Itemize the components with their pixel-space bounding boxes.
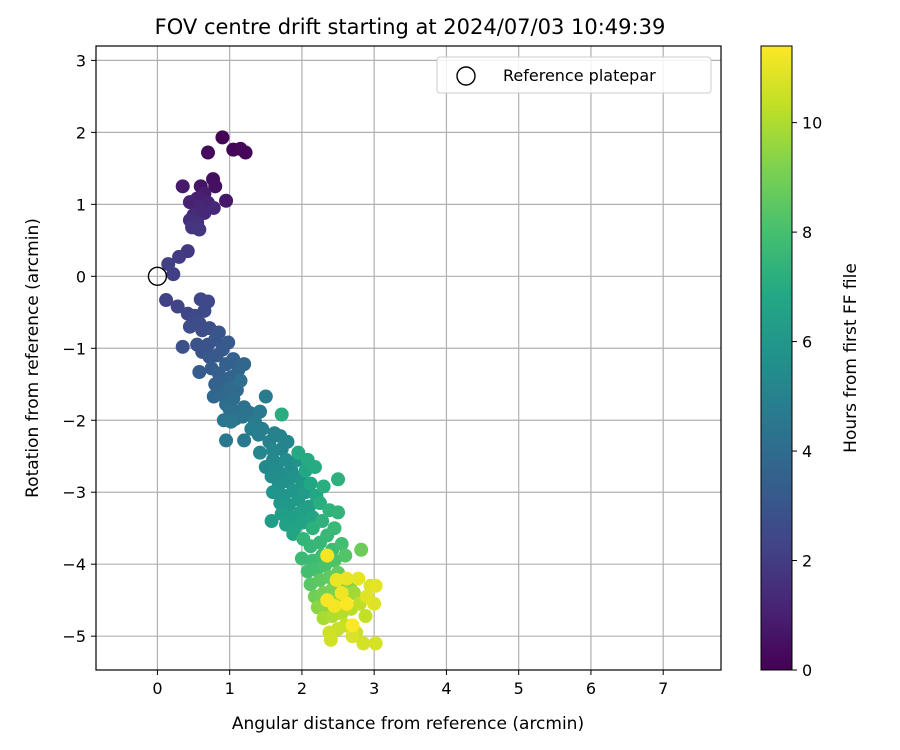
data-point: [258, 389, 273, 404]
x-tick-label: 1: [225, 679, 235, 698]
legend-label: Reference platepar: [503, 66, 656, 85]
legend-marker-icon: [456, 66, 476, 86]
data-point: [331, 472, 346, 487]
data-point: [172, 249, 187, 264]
data-point: [192, 365, 207, 380]
x-axis-label: Angular distance from reference (arcmin): [232, 714, 584, 734]
y-axis-label: Rotation from reference (arcmin): [23, 218, 43, 498]
x-tick-label: 7: [658, 679, 668, 698]
data-point: [323, 632, 338, 647]
data-point: [237, 357, 252, 372]
data-point: [320, 593, 335, 608]
data-point: [368, 578, 383, 593]
data-point: [334, 537, 349, 552]
data-point: [339, 596, 354, 611]
y-tick-label: 1: [76, 195, 86, 214]
data-point: [368, 636, 383, 651]
data-point: [197, 303, 212, 318]
colorbar-tick-label: 4: [802, 442, 812, 461]
y-tick-label: −2: [62, 411, 86, 430]
x-tick-label: 3: [369, 679, 379, 698]
data-point: [253, 445, 268, 460]
y-tick-label: −3: [62, 483, 86, 502]
data-point: [351, 571, 366, 586]
data-point: [329, 573, 344, 588]
data-point: [354, 542, 369, 557]
data-point: [345, 629, 360, 644]
data-point: [316, 479, 331, 494]
x-axis-ticks: 0 1 2 3 4 5 6 7: [152, 670, 668, 698]
y-tick-label: −4: [62, 555, 86, 574]
x-tick-label: 5: [514, 679, 524, 698]
data-point: [219, 433, 234, 448]
data-point: [338, 548, 353, 563]
data-point: [159, 293, 174, 308]
data-point: [345, 618, 360, 633]
x-tick-label: 2: [297, 679, 307, 698]
data-point: [211, 325, 226, 340]
data-point: [266, 485, 281, 500]
data-point: [170, 299, 185, 314]
data-point: [215, 130, 230, 145]
data-point: [221, 335, 236, 350]
data-point: [274, 407, 289, 422]
data-point: [303, 476, 318, 491]
x-tick-label: 4: [441, 679, 451, 698]
reference-marker-group: [147, 266, 168, 287]
data-point: [320, 548, 335, 563]
data-point: [358, 609, 373, 624]
data-point: [346, 585, 361, 600]
colorbar-tick-label: 6: [802, 333, 812, 352]
y-tick-label: 0: [76, 267, 86, 286]
colorbar-tick-label: 2: [802, 552, 812, 571]
data-point: [233, 373, 248, 388]
data-point: [359, 589, 374, 604]
data-point: [327, 521, 342, 536]
x-tick-label: 0: [152, 679, 162, 698]
colorbar-tick-label: 8: [802, 223, 812, 242]
colorbar: [760, 45, 793, 671]
data-point: [175, 179, 190, 194]
y-axis-ticks: −5 −4 −3 −2 −1 0 1 2 3: [62, 51, 96, 646]
data-point: [192, 222, 207, 237]
grid-lines: [96, 46, 721, 670]
data-point: [302, 499, 317, 514]
colorbar-tick-label: 10: [802, 114, 822, 133]
x-tick-label: 6: [586, 679, 596, 698]
plot-frame: [95, 45, 722, 671]
data-point: [331, 505, 346, 520]
data-point: [238, 145, 253, 160]
colorbar-label: Hours from first FF file: [841, 263, 861, 453]
y-tick-label: 2: [76, 123, 86, 142]
data-point: [307, 460, 322, 475]
data-point: [226, 352, 241, 367]
scatter-points: [159, 130, 383, 651]
y-tick-label: 3: [76, 51, 86, 70]
data-point: [175, 339, 190, 354]
data-point: [219, 193, 234, 208]
legend-box: [436, 56, 712, 94]
data-point: [315, 514, 330, 529]
data-point: [356, 636, 371, 651]
data-point: [166, 267, 181, 282]
data-point: [264, 514, 279, 529]
legend: Reference platepar: [436, 56, 712, 94]
colorbar-ticks: 0 2 4 6 8 10: [792, 114, 822, 680]
data-point: [208, 179, 223, 194]
data-point: [224, 414, 239, 429]
data-point: [200, 145, 215, 160]
data-point: [294, 551, 309, 566]
data-point: [334, 585, 349, 600]
data-point: [280, 434, 295, 449]
data-point: [244, 421, 259, 436]
y-tick-label: −5: [62, 627, 86, 646]
colorbar-tick-label: 0: [802, 661, 812, 680]
data-point: [237, 433, 252, 448]
y-tick-label: −1: [62, 339, 86, 358]
chart-title: FOV centre drift starting at 2024/07/03 …: [155, 15, 666, 39]
reference-platepar-marker: [147, 266, 168, 287]
